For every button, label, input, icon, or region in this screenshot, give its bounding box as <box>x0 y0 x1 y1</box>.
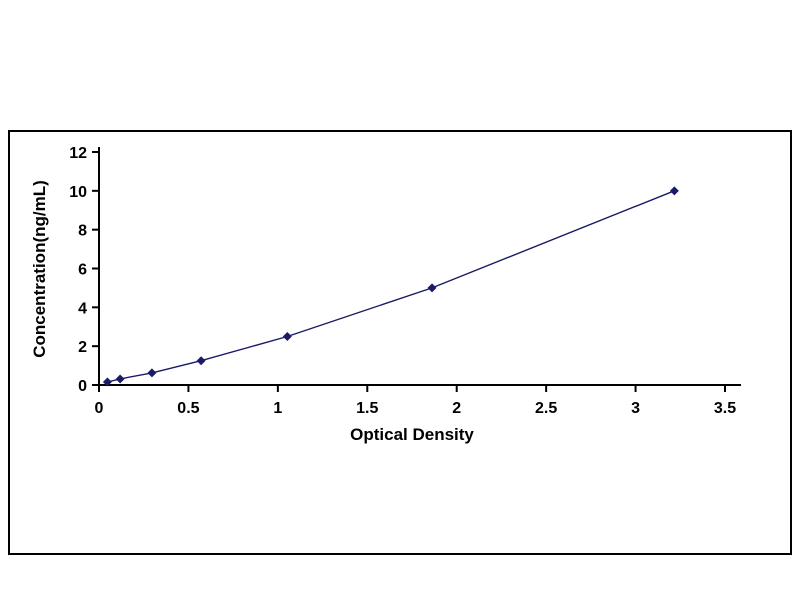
data-point-marker <box>196 356 206 366</box>
x-tick-label: 1.5 <box>356 400 378 417</box>
y-tick-label: 10 <box>69 184 87 201</box>
y-tick-label: 12 <box>69 145 87 162</box>
data-point-marker <box>102 377 112 387</box>
data-point-marker <box>147 368 157 378</box>
x-tick-label: 1 <box>273 400 282 417</box>
data-point-marker <box>427 283 437 293</box>
y-axis-title: Concentration(ng/mL) <box>30 180 49 358</box>
y-tick-label: 4 <box>78 300 87 317</box>
y-tick-label: 6 <box>78 262 87 279</box>
chart-svg: 0 0.5 1 1.5 2 2.5 3 3.5 0 2 4 6 8 10 12 <box>69 145 741 417</box>
x-tick-label: 0.5 <box>177 400 199 417</box>
x-tick-label: 3 <box>631 400 640 417</box>
data-point-marker <box>669 186 679 196</box>
series-line <box>107 190 675 383</box>
data-point-marker <box>115 374 125 384</box>
data-point-marker <box>282 331 292 341</box>
x-tick-label: 2 <box>452 400 461 417</box>
x-tick-label: 0 <box>95 400 104 417</box>
x-tick-label: 2.5 <box>535 400 557 417</box>
y-tick-label: 8 <box>78 223 87 240</box>
y-tick-label: 2 <box>78 339 87 356</box>
chart-frame: 0 0.5 1 1.5 2 2.5 3 3.5 0 2 4 6 8 10 12 Concentration(… <box>8 130 792 555</box>
y-tick-label: 0 <box>78 378 87 395</box>
x-axis-title: Optical Density <box>350 425 474 444</box>
x-tick-label: 3.5 <box>714 400 736 417</box>
